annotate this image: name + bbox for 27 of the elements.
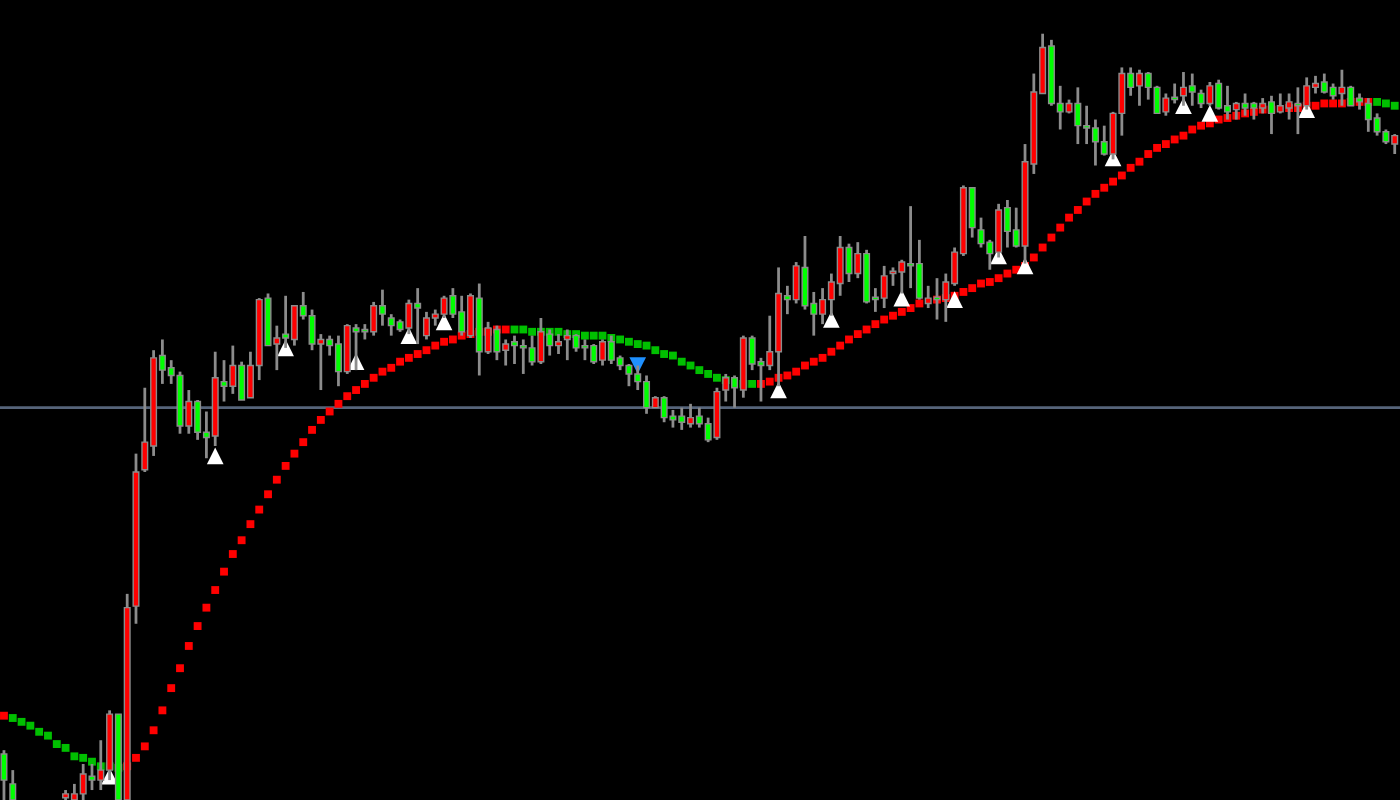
candlestick xyxy=(378,288,386,328)
candlestick xyxy=(9,768,17,800)
candlestick xyxy=(405,298,413,336)
candlestick xyxy=(1206,80,1214,108)
candlestick xyxy=(1197,88,1205,110)
candlestick xyxy=(352,322,360,372)
candlestick xyxy=(713,386,721,442)
point xyxy=(1201,105,1219,122)
candlestick xyxy=(801,234,809,311)
candlestick xyxy=(0,748,8,800)
candlestick xyxy=(1188,72,1196,108)
point xyxy=(435,313,453,331)
candlestick xyxy=(229,344,237,396)
candlestick xyxy=(1162,92,1170,118)
point xyxy=(823,311,840,328)
candlestick xyxy=(836,234,844,298)
candlestick xyxy=(1074,85,1082,146)
candlestick xyxy=(845,242,853,284)
point xyxy=(893,289,911,307)
candlestick xyxy=(510,334,519,366)
candlestick xyxy=(625,362,633,388)
candlestick xyxy=(660,394,668,424)
point xyxy=(946,291,963,308)
candlestick xyxy=(440,294,448,320)
candlestick xyxy=(792,260,800,305)
point xyxy=(206,447,224,465)
candlestick xyxy=(79,762,87,800)
